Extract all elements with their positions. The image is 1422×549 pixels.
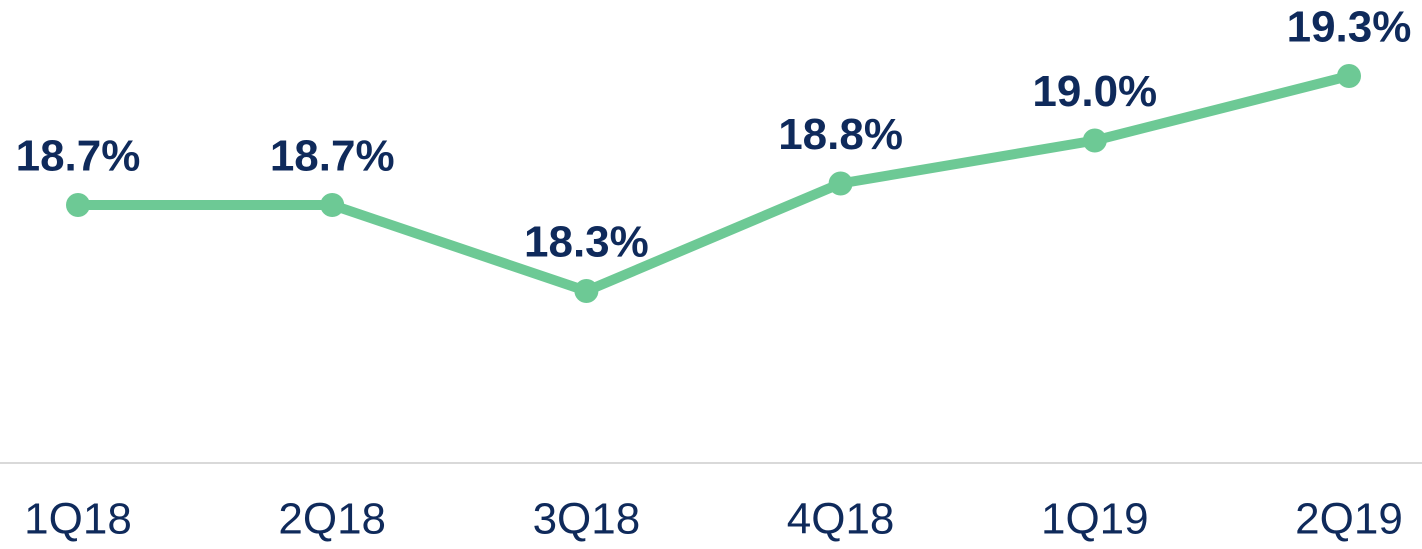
series-line bbox=[78, 71, 1351, 296]
data-label: 18.7% bbox=[16, 132, 141, 181]
x-tick-label: 3Q18 bbox=[533, 495, 641, 544]
data-point bbox=[1082, 128, 1107, 153]
data-point bbox=[828, 171, 853, 196]
data-point bbox=[320, 193, 345, 217]
data-point bbox=[1337, 64, 1361, 88]
data-label: 19.3% bbox=[1287, 3, 1412, 52]
x-tick-label: 2Q18 bbox=[278, 495, 386, 544]
data-label: 18.3% bbox=[524, 218, 649, 267]
data-label: 18.8% bbox=[778, 110, 903, 159]
x-tick-label: 4Q18 bbox=[787, 495, 895, 544]
data-point bbox=[66, 193, 90, 217]
data-label: 18.7% bbox=[270, 132, 395, 181]
x-tick-label: 1Q18 bbox=[24, 495, 132, 544]
x-tick-label: 2Q19 bbox=[1295, 495, 1403, 544]
data-point bbox=[574, 279, 599, 303]
data-label: 19.0% bbox=[1032, 67, 1157, 116]
x-tick-label: 1Q19 bbox=[1041, 495, 1149, 544]
